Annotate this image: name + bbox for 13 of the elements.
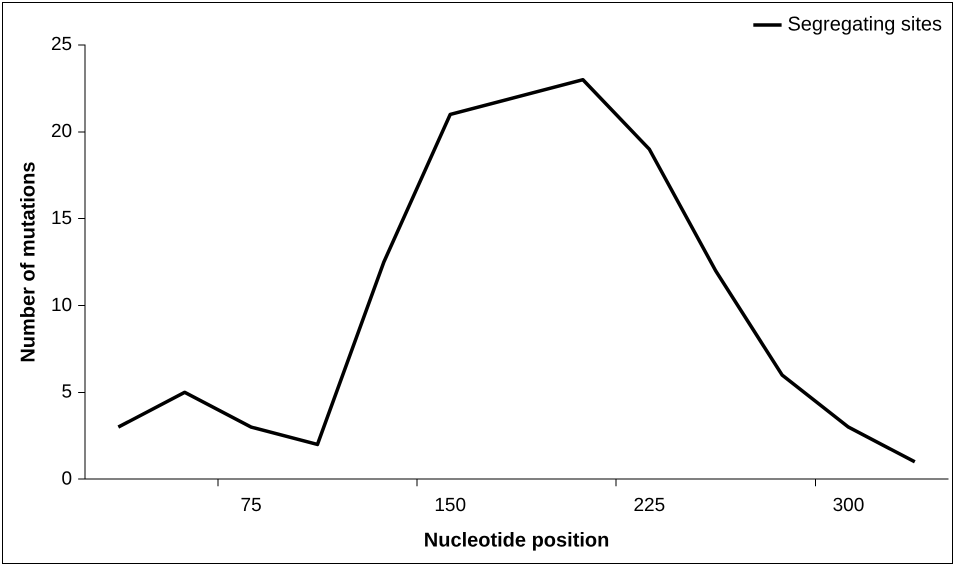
x-tick-label: 225 bbox=[633, 494, 666, 516]
x-tick-label: 75 bbox=[240, 494, 262, 516]
y-tick-label: 25 bbox=[50, 34, 72, 56]
x-tick-label: 150 bbox=[434, 494, 466, 516]
x-tick-label: 300 bbox=[832, 494, 864, 516]
y-tick-label: 15 bbox=[50, 208, 72, 229]
y-axis-title: Number of mutations bbox=[18, 162, 40, 363]
y-tick-label: 0 bbox=[62, 468, 72, 490]
y-tick-label: 10 bbox=[50, 294, 72, 316]
x-axis-title: Nucleotide position bbox=[424, 530, 610, 552]
y-tick-label: 20 bbox=[50, 121, 72, 142]
y-tick-label: 5 bbox=[62, 382, 72, 403]
legend-label: Segregating sites bbox=[787, 14, 942, 36]
